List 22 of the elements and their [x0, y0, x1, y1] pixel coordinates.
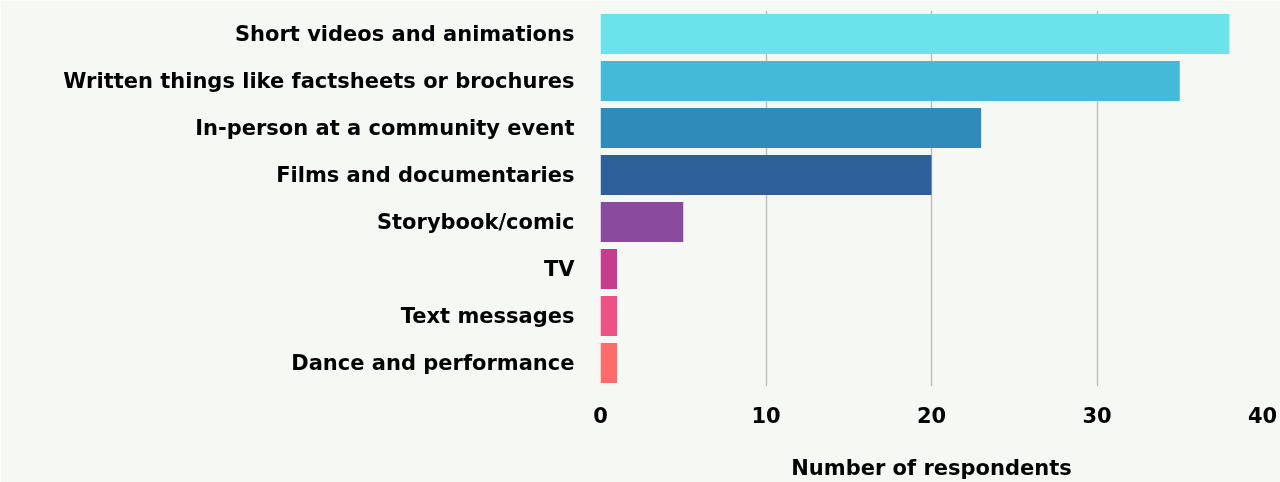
x-tick-label: 0 [593, 403, 608, 428]
y-tick-label: In-person at a community event [195, 116, 575, 140]
bar [600, 296, 618, 336]
bar [600, 14, 1230, 54]
bar [600, 155, 932, 195]
bar [600, 108, 982, 148]
y-tick-label: Written things like factsheets or brochures [63, 69, 575, 93]
bar [600, 61, 1180, 101]
y-tick-label: TV [543, 257, 576, 281]
x-tick-label: 20 [916, 403, 947, 428]
y-tick-label: Films and documentaries [276, 163, 575, 187]
y-tick-label: Storybook/comic [376, 210, 575, 234]
x-tick-label: 40 [1247, 403, 1278, 428]
x-axis-title: Number of respondents [791, 455, 1072, 480]
y-tick-label: Text messages [400, 304, 575, 328]
bar [600, 343, 618, 383]
x-tick-label: 30 [1082, 403, 1112, 428]
y-tick-label: Short videos and animations [234, 22, 575, 46]
bar [600, 249, 618, 289]
y-tick-label: Dance and performance [291, 351, 575, 375]
bar [600, 202, 684, 242]
x-tick-label: 10 [751, 403, 781, 428]
